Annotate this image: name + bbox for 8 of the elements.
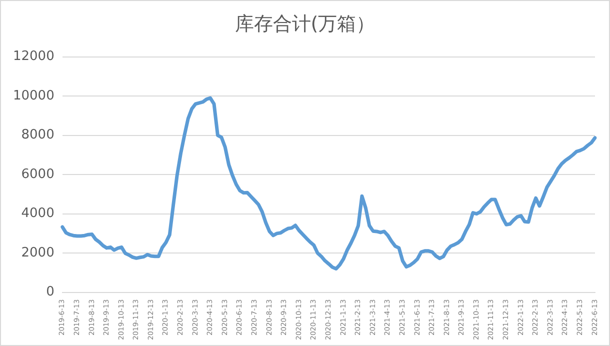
y-tick-label: 0	[46, 284, 54, 300]
y-tick-label: 12000	[12, 49, 54, 64]
y-tick-label: 10000	[12, 88, 54, 104]
y-tick-label: 4000	[21, 206, 54, 222]
y-tick-label: 6000	[21, 166, 54, 182]
y-tick-label: 2000	[21, 245, 54, 260]
y-tick-label: 8000	[21, 128, 54, 143]
chart-title: 库存合计(万箱）	[234, 12, 376, 37]
